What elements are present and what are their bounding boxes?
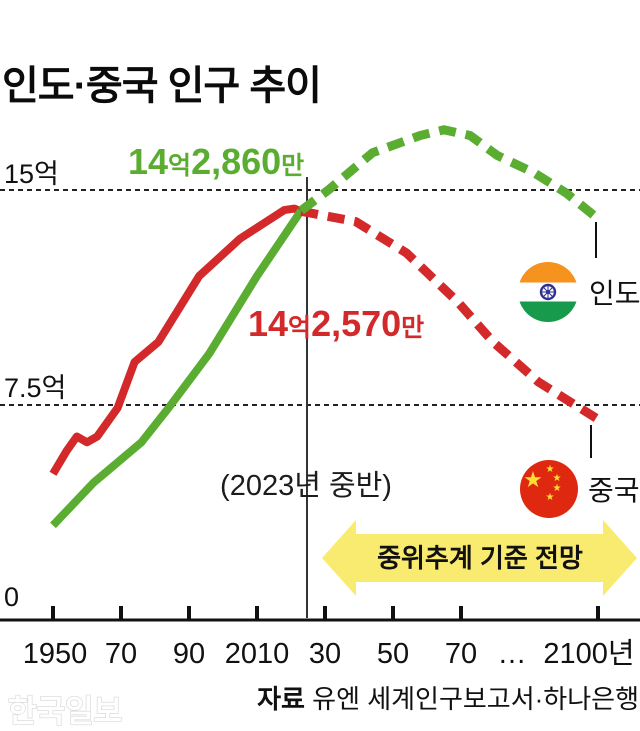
series-line-china-actual — [49, 204, 303, 476]
x-label-2100: 2100년 — [543, 638, 634, 670]
double-arrow-shape — [322, 520, 637, 596]
x-label-2070: 70 — [445, 638, 477, 670]
x-label-70: 70 — [105, 638, 137, 670]
y-label-0: 0 — [4, 582, 19, 612]
reference-point-label: (2023년 중반) — [220, 470, 392, 502]
y-axis-labels: 15억 7.5억 0 — [4, 159, 66, 612]
series-line-china-projection — [300, 206, 601, 424]
china-flag-small-star: ★ — [546, 492, 555, 503]
x-label-2010: 2010 — [225, 638, 290, 670]
x-label-ellipsis: … — [498, 638, 527, 670]
china-flag-small-star: ★ — [553, 483, 562, 494]
axis-ticks — [51, 606, 600, 619]
china-flag-small-star: ★ — [546, 464, 555, 475]
projection-arrow: 중위추계 기준 전망 — [322, 520, 637, 596]
x-label-50: 50 — [377, 638, 409, 670]
y-label-7-5: 7.5억 — [4, 373, 66, 403]
x-label-90: 90 — [173, 638, 205, 670]
gridlines — [0, 189, 640, 622]
chart-lines — [49, 125, 601, 529]
source-line: 자료 유엔 세계인구보고서·하나은행 — [257, 684, 639, 714]
china-2023-value-label: 14억2,570만 — [248, 303, 424, 344]
publisher-watermark: 한국일보 — [8, 694, 122, 729]
india-flag-icon — [518, 262, 578, 322]
china-flag-small-star: ★ — [553, 473, 562, 484]
china-flag-icon: ★ ★ ★ ★ ★ — [520, 460, 578, 518]
x-label-1950: 1950 — [23, 638, 88, 670]
x-axis-labels: 1950 70 90 2010 30 50 70 … 2100년 — [23, 638, 635, 670]
series-line-india-projection — [298, 125, 601, 223]
china-legend-label: 중국 — [588, 475, 640, 506]
y-label-15: 15억 — [4, 159, 59, 189]
india-legend-label: 인도 — [589, 278, 640, 309]
series-line-india-actual — [50, 208, 305, 529]
x-label-30: 30 — [309, 638, 341, 670]
india-2023-value-label: 14억2,860만 — [128, 141, 304, 182]
projection-arrow-label: 중위추계 기준 전망 — [377, 543, 583, 573]
china-flag-big-star: ★ — [523, 467, 543, 492]
page-title: 인도·중국 인구 추이 — [2, 64, 321, 108]
